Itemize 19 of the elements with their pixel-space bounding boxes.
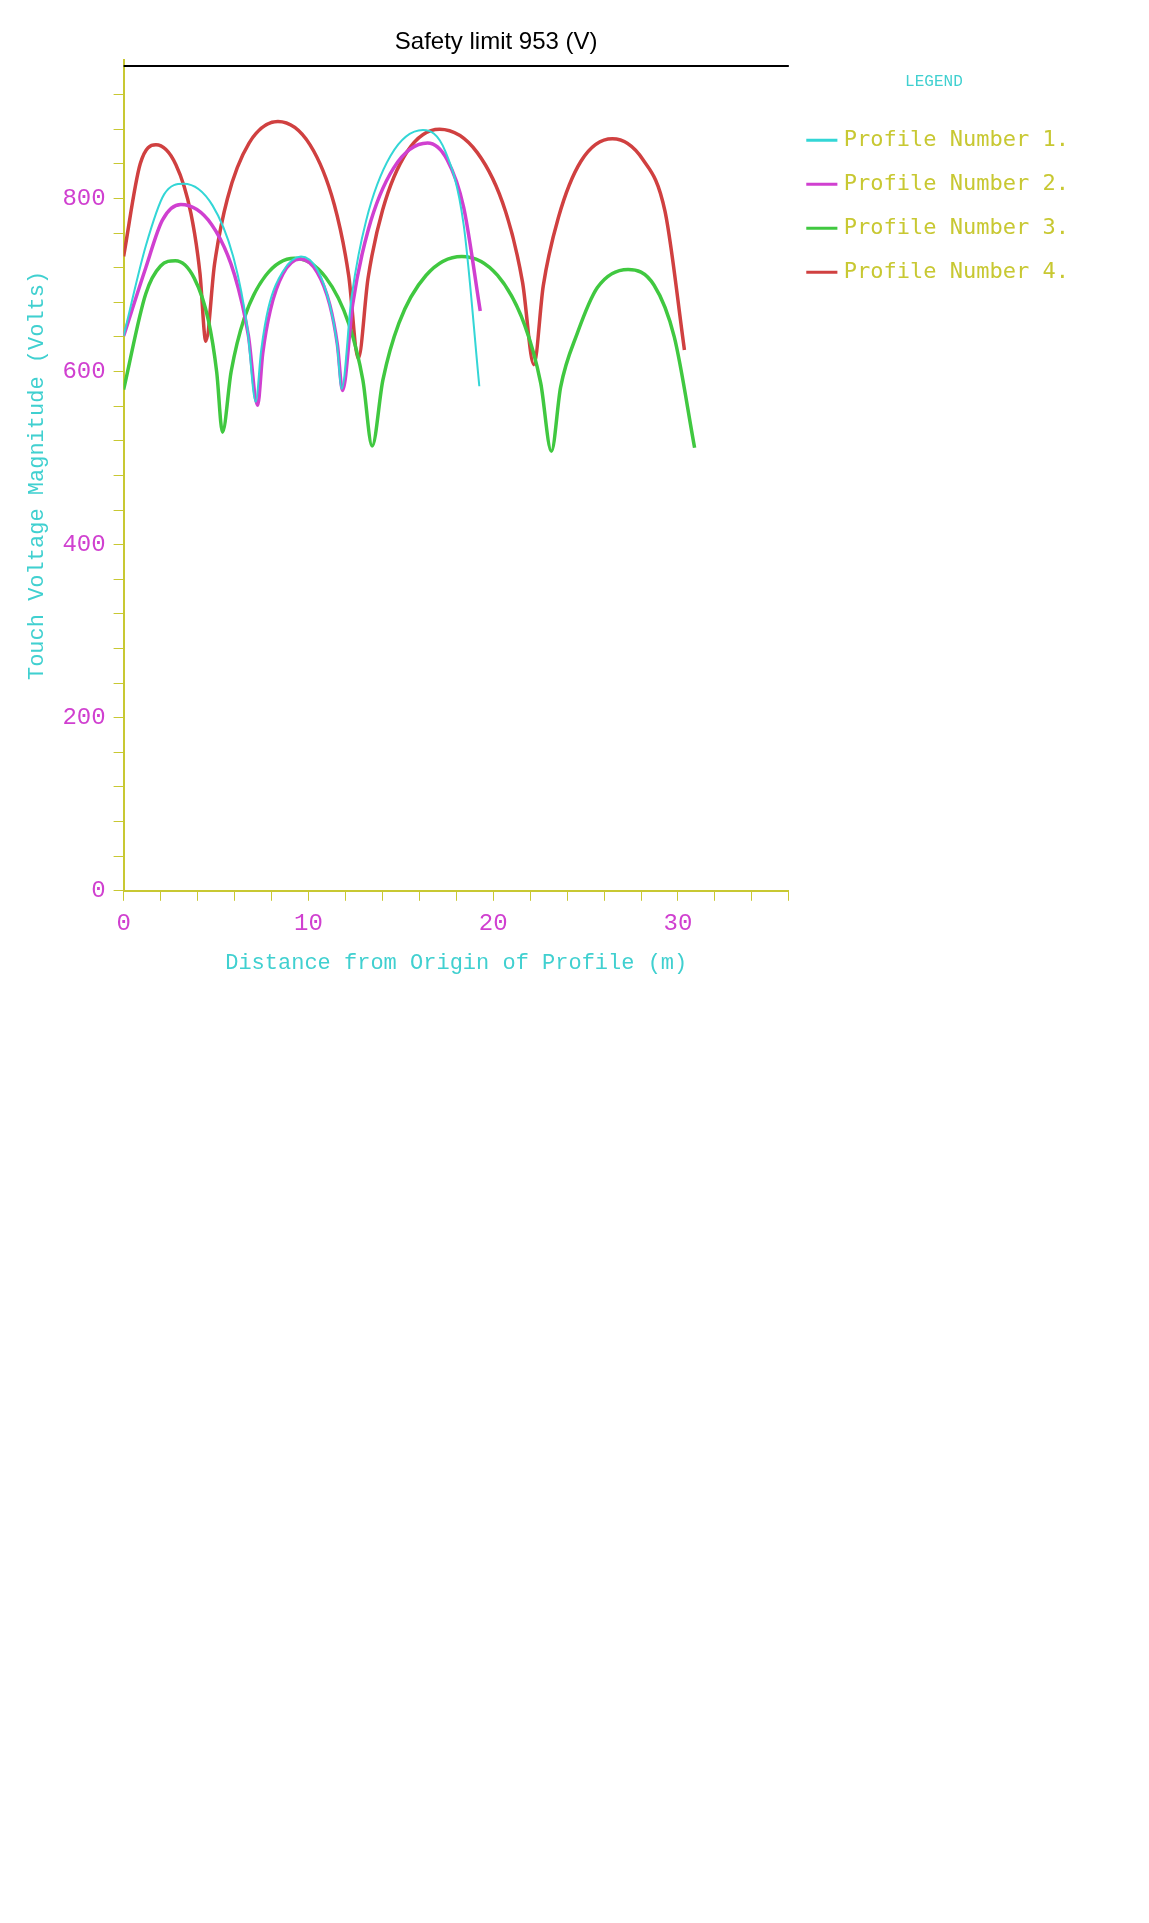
legend-label: Profile Number 2. xyxy=(843,169,1069,195)
y-tick-label: 800 xyxy=(62,184,106,212)
y-tick-label: 400 xyxy=(62,530,106,558)
legend-title: LEGEND xyxy=(905,73,963,92)
line-series xyxy=(123,119,687,367)
legend-label: Profile Number 4. xyxy=(843,257,1069,283)
x-axis-title: Distance from Origin of Profile (m) xyxy=(225,950,688,976)
x-tick-label: 0 xyxy=(116,909,131,937)
ref-line-label: Safety limit 953 (V) xyxy=(394,26,598,54)
x-tick-label: 10 xyxy=(293,909,323,937)
line-series xyxy=(123,254,697,453)
legend-label: Profile Number 1. xyxy=(843,125,1069,151)
y-tick-label: 0 xyxy=(91,877,106,905)
x-tick-label: 30 xyxy=(663,909,693,937)
legend-label: Profile Number 3. xyxy=(843,213,1069,239)
y-tick-label: 200 xyxy=(62,704,106,732)
x-tick-label: 20 xyxy=(478,909,508,937)
y-axis-title: Touch Voltage Magnitude (Volts) xyxy=(25,270,51,681)
y-tick-label: 600 xyxy=(62,357,106,385)
